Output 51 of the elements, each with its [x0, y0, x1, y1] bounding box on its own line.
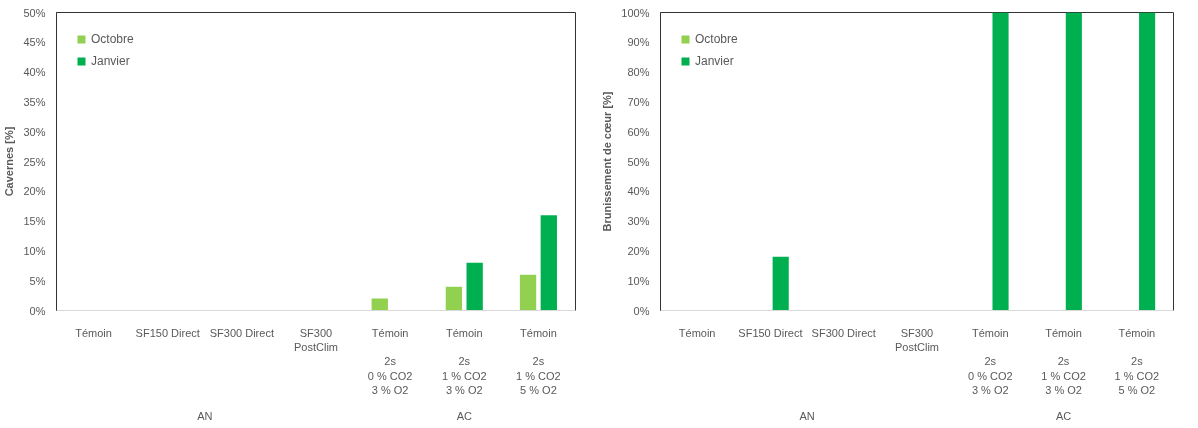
- y-tick-label: 50%: [627, 155, 650, 168]
- y-tick-label: 30%: [23, 125, 46, 138]
- y-axis-title: Brunissement de cœur [%]: [601, 91, 614, 232]
- category-label: Témoin 2s 0 % CO2 3 % O2: [967, 326, 1013, 397]
- x-tick-label: SF300 Direct: [811, 326, 876, 339]
- x-tick-label: SF300 PostClim: [294, 326, 339, 353]
- bar: [445, 286, 463, 311]
- y-tick-label: 40%: [627, 185, 650, 198]
- category-label: Témoin 2s 1 % CO2 5 % O2: [516, 326, 561, 397]
- category-label: Témoin 2s 0 % CO2 3 % O2: [367, 326, 413, 397]
- y-tick-label: 0%: [29, 304, 46, 317]
- y-tick-label: 20%: [23, 185, 46, 198]
- y-tick-label: 45%: [23, 36, 46, 49]
- legend-label: Janvier: [695, 54, 734, 68]
- y-tick-label: 20%: [627, 244, 650, 257]
- y-axis-title: Cavernes [%]: [3, 126, 16, 197]
- x-tick-label: SF150 Direct: [135, 326, 200, 339]
- y-tick-label: 90%: [627, 36, 650, 49]
- text: AN: [197, 409, 213, 422]
- bar: [540, 215, 557, 311]
- x-tick-label: SF150 Direct: [738, 326, 803, 339]
- legend-label: Octobre: [695, 32, 738, 46]
- y-tick-label: 35%: [23, 95, 46, 108]
- category-label: Témoin 2s 1 % CO2 3 % O2: [441, 326, 487, 397]
- text: AC: [1055, 409, 1072, 422]
- bar: [371, 298, 388, 311]
- x-tick-label: SF300 Direct: [209, 326, 274, 339]
- y-tick-label: 70%: [627, 95, 650, 108]
- category-label: Témoin 2s 1 % CO2 3 % O2: [1041, 326, 1086, 397]
- y-tick-label: 40%: [23, 66, 46, 79]
- bar: [519, 274, 537, 311]
- category-label: Témoin 2s 1 % CO2 5 % O2: [1114, 326, 1160, 397]
- x-tick-label: Témoin: [75, 326, 112, 339]
- legend-label: Octobre: [91, 32, 134, 46]
- bar: [466, 262, 483, 311]
- text: AC: [456, 409, 472, 422]
- x-tick-label: Témoin: [678, 326, 716, 339]
- y-tick-label: 10%: [627, 274, 650, 287]
- y-tick-label: 50%: [23, 6, 46, 19]
- legend-label: Janvier: [91, 54, 130, 68]
- text: AN: [799, 409, 815, 422]
- y-tick-label: 15%: [23, 215, 46, 228]
- y-tick-label: 25%: [23, 155, 46, 168]
- y-tick-label: 0%: [633, 304, 650, 317]
- x-tick-label: SF300 PostClim: [895, 326, 940, 353]
- y-tick-label: 30%: [627, 215, 650, 228]
- y-tick-label: 80%: [627, 66, 650, 79]
- y-tick-label: 5%: [29, 274, 46, 287]
- y-tick-label: 10%: [23, 244, 46, 257]
- y-tick-label: 100%: [621, 6, 650, 19]
- y-tick-label: 60%: [627, 125, 650, 138]
